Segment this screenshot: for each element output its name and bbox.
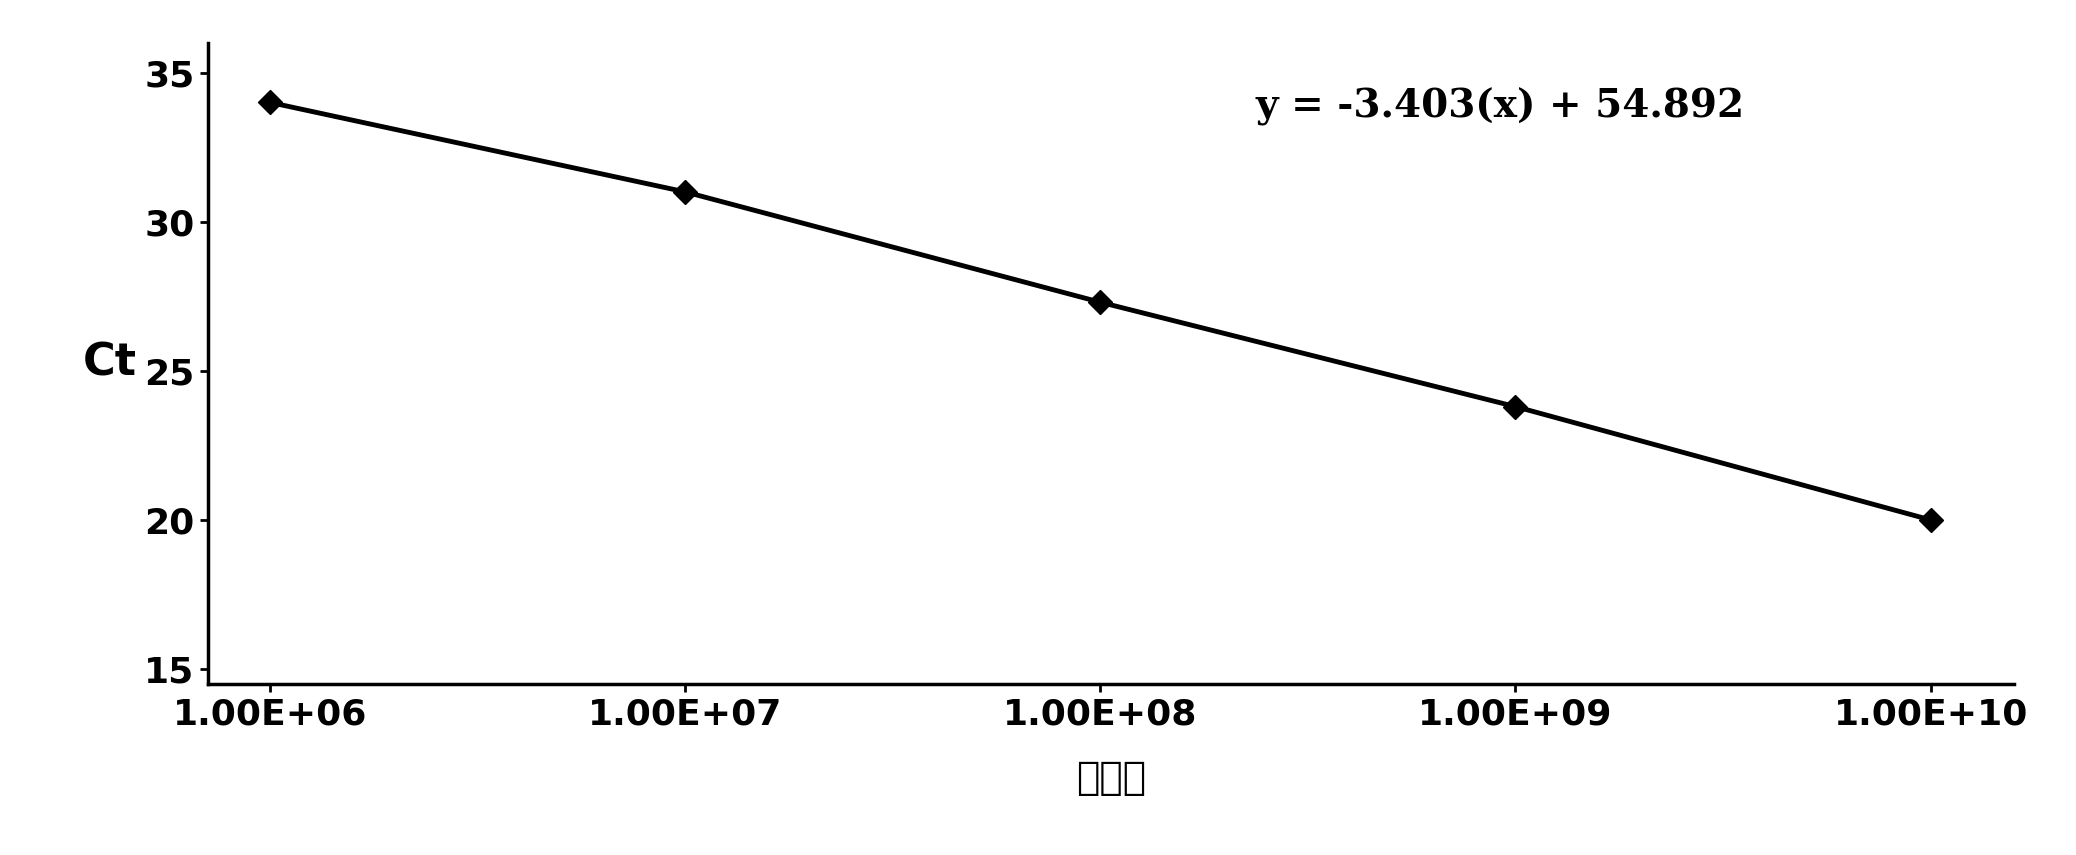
X-axis label: 拷贝数: 拷贝数 xyxy=(1075,759,1146,797)
Y-axis label: Ct: Ct xyxy=(83,342,137,385)
Text: y = -3.403(x) + 54.892: y = -3.403(x) + 54.892 xyxy=(1256,87,1744,126)
